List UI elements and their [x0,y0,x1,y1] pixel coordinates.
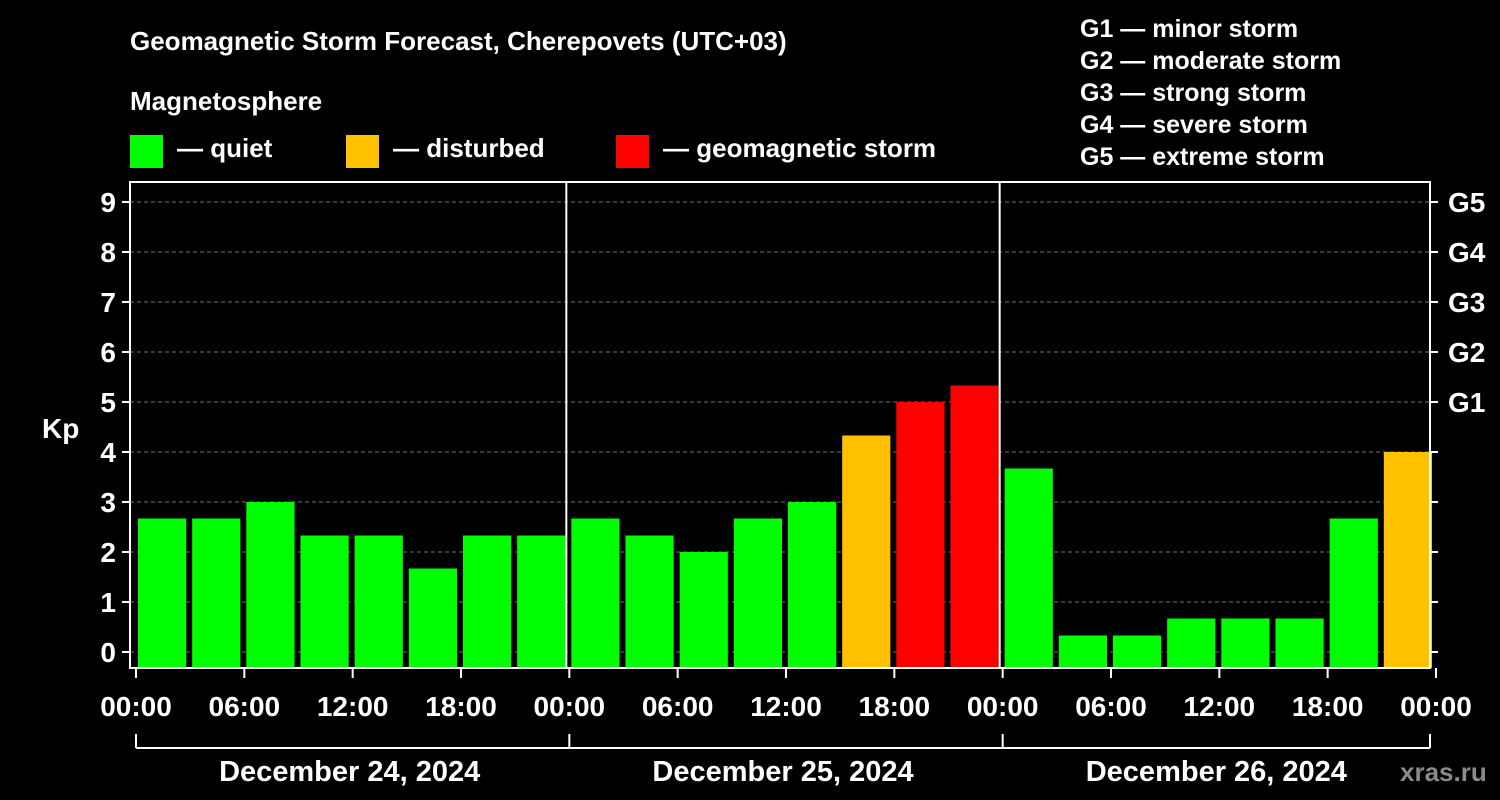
x-tick-label: 12:00 [1184,691,1256,722]
kp-bar [463,535,512,668]
storm-level-label: G5 [1448,187,1485,218]
kp-bar [1221,618,1270,668]
kp-bar [1004,468,1053,668]
kp-bar [625,535,674,668]
storm-level-label: G4 [1448,237,1486,268]
kp-bar [571,518,620,668]
x-tick-label: 18:00 [425,691,497,722]
y-tick-label: 2 [100,537,116,568]
chart-title: Geomagnetic Storm Forecast, Cherepovets … [130,26,787,56]
kp-bar [733,518,782,668]
storm-level-label: G3 [1448,287,1485,318]
kp-bar [246,502,295,668]
legend: — quiet — disturbed — geomagnetic storm [130,133,936,168]
day-dividers [565,182,1001,668]
x-axis-ticks: 00:00 06:00 12:00 18:00 00:00 06:00 12:00 18:00… [100,668,1472,722]
day-label: December 25, 2024 [652,756,913,788]
storm-level-label: G1 [1448,387,1485,418]
y-tick-label: 4 [100,437,116,468]
y-tick-label: 7 [100,287,116,318]
y-axis-label: Kp [42,413,79,444]
y-tick-label: 6 [100,337,116,368]
day-label: December 24, 2024 [219,756,480,788]
kp-bar [1275,618,1324,668]
watermark: xras.ru [1400,757,1487,787]
kp-bar [950,385,999,668]
kp-bar [354,535,403,668]
legend-swatch-quiet [130,135,163,168]
kp-bar [1383,452,1432,668]
y-tick-label: 5 [100,387,116,418]
kp-bar [300,535,349,668]
kp-bar [842,435,891,668]
storm-scale-legend: G1 — minor storm G2 — moderate storm G3 … [1080,15,1341,171]
right-axis-ticks: G1 G2 G3 G4 G5 [1430,187,1486,653]
x-tick-label: 12:00 [317,691,389,722]
y-tick-label: 0 [100,637,116,668]
legend-swatch-disturbed [346,135,379,168]
legend-label-disturbed: — disturbed [393,133,545,163]
y-tick-label: 8 [100,237,116,268]
y-tick-label: 9 [100,187,116,218]
legend-heading: Magnetosphere [130,86,322,116]
legend-label-storm: — geomagnetic storm [663,133,936,163]
kp-bar [679,552,728,668]
storm-scale-g5: G5 — extreme storm [1080,143,1325,171]
x-tick-label: 18:00 [1292,691,1364,722]
x-tick-label: 12:00 [750,691,822,722]
kp-bar [896,402,945,668]
storm-scale-g4: G4 — severe storm [1080,111,1308,139]
x-tick-label: 06:00 [209,691,281,722]
y-tick-label: 3 [100,487,116,518]
kp-bar [1058,635,1107,668]
kp-bar [1329,518,1378,668]
plot-frame [129,181,1431,669]
x-tick-label: 00:00 [100,691,172,722]
storm-level-label: G2 [1448,337,1485,368]
legend-swatch-storm [616,135,649,168]
kp-bar [517,535,566,668]
y-tick-label: 1 [100,587,116,618]
kp-bar [192,518,241,668]
storm-scale-g3: G3 — strong storm [1080,79,1306,107]
x-tick-label: 06:00 [1075,691,1147,722]
kp-bar [408,568,457,668]
kp-bar [1113,635,1162,668]
y-axis-ticks: 0 1 2 3 4 5 6 7 8 9 [100,187,130,668]
storm-scale-g1: G1 — minor storm [1080,15,1298,43]
x-tick-label: 00:00 [534,691,606,722]
x-tick-label: 18:00 [859,691,931,722]
x-tick-label: 06:00 [642,691,714,722]
kp-bar [788,502,837,668]
x-tick-label: 00:00 [1400,691,1472,722]
kp-bar [1167,618,1216,668]
legend-label-quiet: — quiet [177,133,273,163]
bars [138,385,1432,668]
storm-scale-g2: G2 — moderate storm [1080,47,1341,75]
day-labels: December 24, 2024 December 25, 2024 Decemb… [135,734,1431,788]
day-label: December 26, 2024 [1086,756,1347,788]
x-tick-label: 00:00 [967,691,1039,722]
kp-bar [138,518,187,668]
